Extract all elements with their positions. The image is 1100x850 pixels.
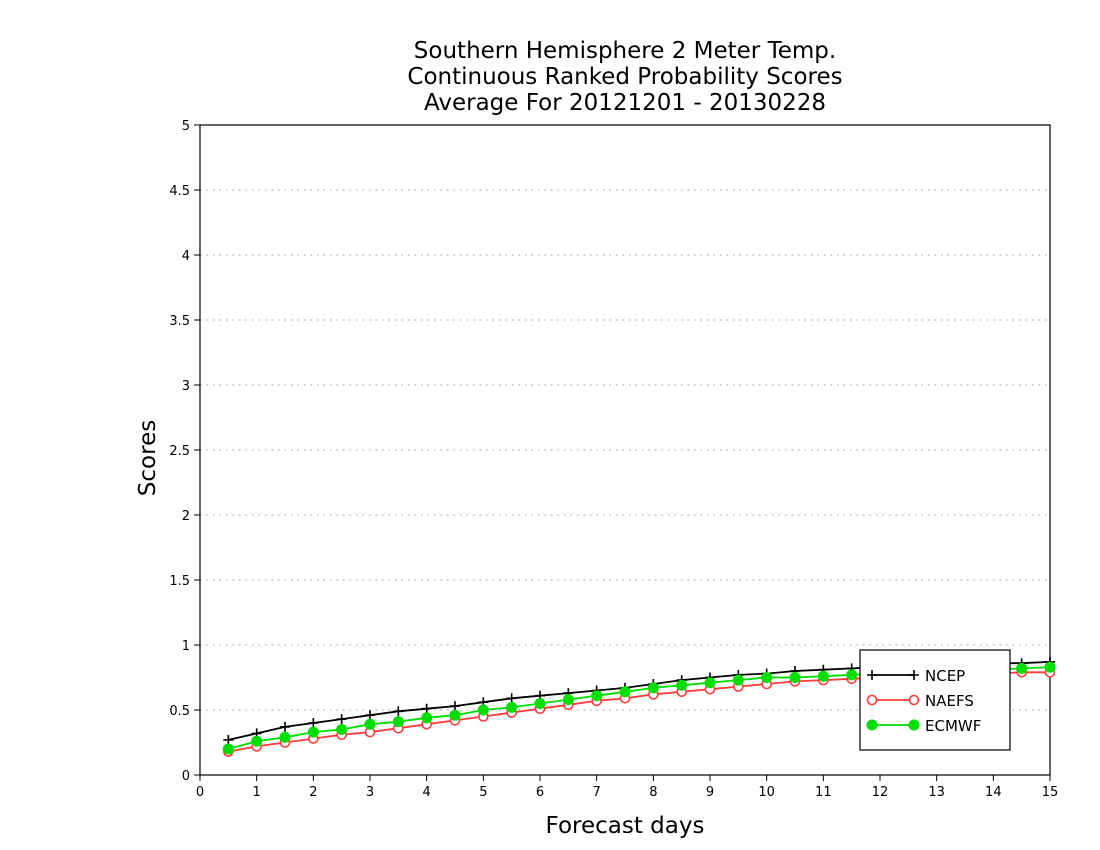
data-point [1016,662,1028,674]
x-tick-label: 0 [196,785,204,800]
data-point [421,703,432,714]
data-point [846,669,858,681]
data-point [449,709,461,721]
data-point [506,701,518,713]
data-point [336,724,348,735]
data-point [789,672,801,683]
y-tick-label: 3.5 [169,314,190,329]
x-tick-label: 4 [423,785,431,800]
data-point [562,694,574,706]
data-point [421,712,433,724]
y-tick-label: 1 [182,639,190,654]
data-point [704,677,716,689]
chart-title-line-3: Average For 20121201 - 20130228 [424,90,826,116]
data-point [392,716,404,728]
x-tick-label: 11 [815,785,832,800]
data-point [223,734,234,745]
legend: NCEP NAEFS ECMWF [859,649,1011,751]
data-point [365,710,375,721]
y-tick-label: 3 [182,379,190,394]
x-tick-label: 15 [1042,785,1059,800]
y-tick-label: 1.5 [169,574,190,589]
data-point [761,672,773,683]
data-point [280,721,290,732]
data-point [450,701,460,712]
axis-ticks: 00.511.522.533.544.550 1 2 3 4 5 6 7 8 9 10 11 12 13 1… [169,119,1058,800]
legend-entry-ncep: NCEP [867,667,965,685]
data-point [477,704,489,716]
x-tick-label: 12 [872,785,889,800]
data-point [308,718,319,728]
data-point [222,743,234,755]
data-point [393,706,404,717]
y-tick-label: 5 [182,119,190,134]
x-tick-label: 2 [309,785,317,800]
x-tick-label: 13 [928,785,945,800]
legend-marker [867,670,877,680]
grid-lines [200,124,1050,711]
data-point [647,682,659,694]
data-point [251,735,263,747]
data-point [732,674,744,686]
legend-marker [908,694,920,706]
data-point [1044,661,1056,673]
legend-entry-ecmwf: ECMWF [866,717,981,735]
y-tick-label: 2 [182,509,190,524]
y-tick-label: 0 [182,769,190,784]
data-point [307,726,319,738]
y-tick-label: 4 [182,249,190,264]
legend-marker [908,719,920,731]
y-tick-label: 4.5 [169,184,190,199]
chart-title-line-1: Southern Hemisphere 2 Meter Temp. [414,38,836,64]
x-tick-label: 14 [985,785,1002,800]
legend-label: NCEP [925,667,965,685]
legend-entry-naefs: NAEFS [866,692,974,710]
data-point [279,731,291,743]
y-tick-label: 0.5 [169,704,190,719]
data-point [506,693,517,704]
x-tick-label: 9 [706,785,714,800]
x-tick-label: 10 [758,785,775,800]
data-point [591,690,603,702]
x-tick-label: 6 [536,785,544,800]
x-tick-label: 3 [366,785,374,800]
x-tick-label: 8 [649,785,657,800]
data-point [817,670,829,682]
data-point [534,698,546,709]
legend-label: NAEFS [925,692,974,710]
x-tick-label: 5 [479,785,487,800]
data-point [676,679,688,691]
legend-label: ECMWF [925,717,981,735]
y-axis-label: Scores [135,420,161,496]
y-tick-label: 2.5 [169,444,190,459]
chart-title-line-2: Continuous Ranked Probability Scores [407,64,842,90]
x-axis-label: Forecast days [546,813,705,839]
legend-marker [866,719,878,731]
data-point [619,686,631,698]
x-tick-label: 7 [593,785,601,800]
data-point [364,718,376,730]
data-point [336,714,347,725]
legend-marker [909,670,919,680]
x-tick-label: 1 [253,785,261,800]
legend-marker [866,694,878,706]
chart-title: Southern Hemisphere 2 Meter Temp. Contin… [407,38,842,116]
